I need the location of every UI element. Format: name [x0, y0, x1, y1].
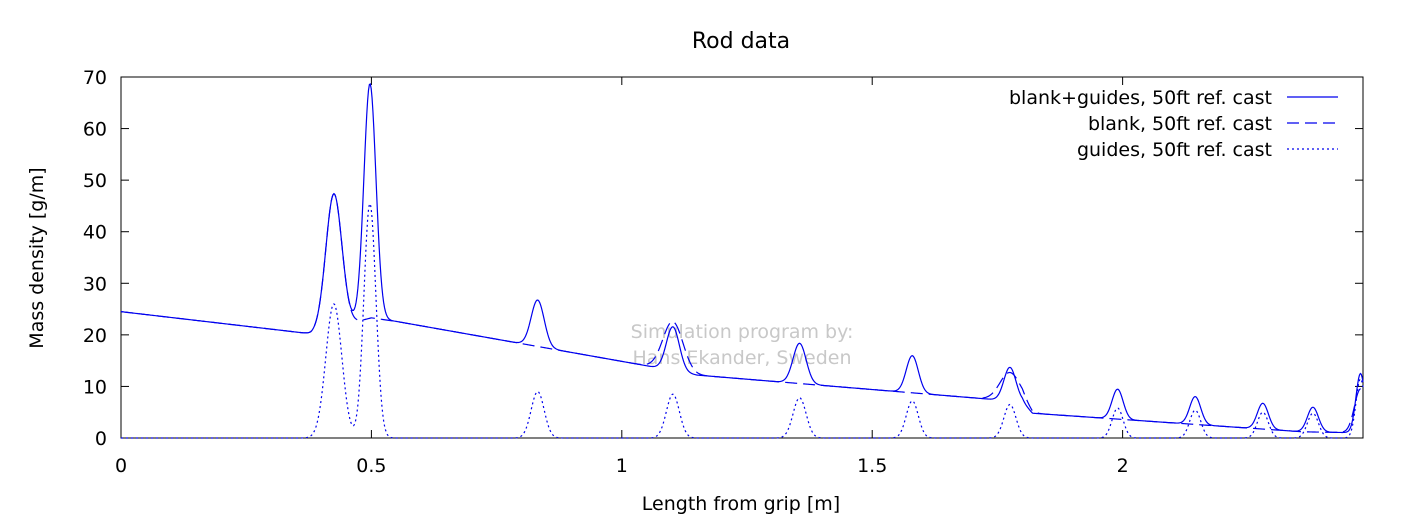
series-line-dashed — [120, 192, 1364, 433]
y-tick-label-10: 10 — [83, 376, 107, 398]
legend: blank+guides, 50ft ref. cast blank, 50ft … — [1009, 87, 1338, 161]
x-axis-label: Length from grip [m] — [642, 493, 840, 515]
y-tick-label-60: 60 — [83, 119, 107, 141]
legend-label-1: blank+guides, 50ft ref. cast — [1009, 87, 1272, 109]
y-tick-label-30: 30 — [83, 273, 107, 295]
watermark: Simulation program by: Hans Ekander, Swed… — [631, 321, 854, 369]
x-tick-label-1: 1 — [616, 455, 628, 477]
watermark-line-1: Simulation program by: — [631, 321, 854, 343]
chart-title: Rod data — [692, 29, 790, 54]
y-tick-label-20: 20 — [83, 325, 107, 347]
legend-label-3: guides, 50ft ref. cast — [1077, 139, 1272, 161]
y-tick-label-50: 50 — [83, 170, 107, 192]
legend-label-2: blank, 50ft ref. cast — [1088, 113, 1272, 135]
series-line-dotted — [121, 203, 1364, 439]
y-axis: 0 10 20 30 40 50 60 70 — [83, 67, 1363, 450]
watermark-line-2: Hans Ekander, Sweden — [633, 347, 852, 369]
y-axis-label: Mass density [g/m] — [26, 167, 48, 348]
series-line-solid — [120, 82, 1364, 434]
x-tick-label-2: 2 — [1117, 455, 1129, 477]
series-lines — [120, 82, 1364, 439]
x-tick-label-0.5: 0.5 — [356, 455, 386, 477]
y-tick-label-40: 40 — [83, 222, 107, 244]
y-tick-label-0: 0 — [95, 428, 107, 450]
x-tick-label-1.5: 1.5 — [857, 455, 887, 477]
x-tick-label-0: 0 — [115, 455, 127, 477]
x-axis: 0 0.5 1 1.5 2 — [115, 77, 1129, 477]
y-tick-label-70: 70 — [83, 67, 107, 89]
